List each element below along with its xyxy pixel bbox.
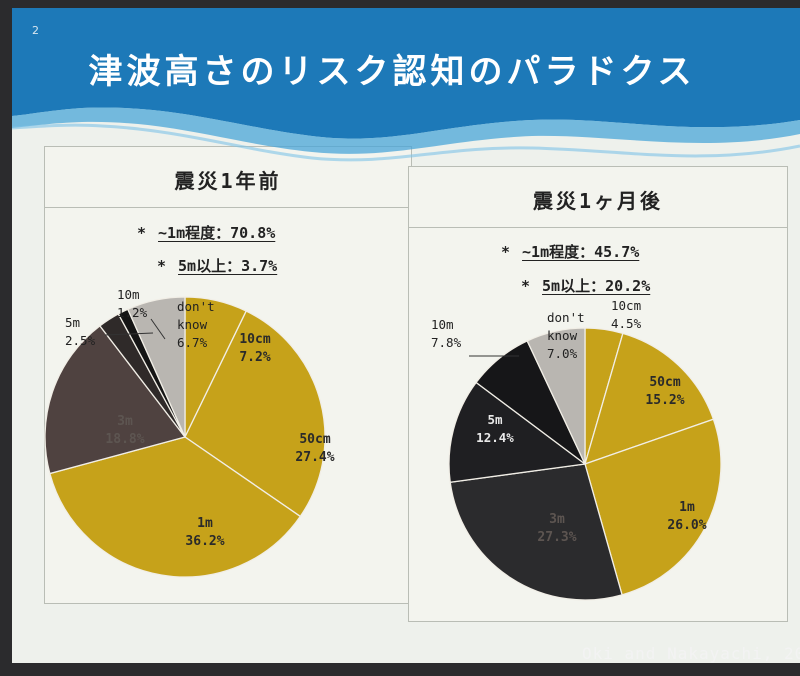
slice-category-label: know bbox=[547, 328, 578, 343]
slice-value-label: 27.3% bbox=[537, 530, 576, 545]
slice-value-label: 7.8% bbox=[431, 335, 462, 350]
bullet: * bbox=[501, 243, 511, 261]
stat-text: 5m以上：3.7% bbox=[178, 257, 278, 275]
stat-text: 5m以上：20.2% bbox=[542, 277, 651, 295]
slice-category-label: 5m bbox=[65, 315, 80, 330]
panel-header: 震災1ヶ月後 bbox=[409, 167, 787, 228]
leader-line bbox=[104, 332, 154, 336]
slice-category-label: 5m bbox=[487, 412, 503, 427]
slice-category-label: 10cm bbox=[611, 298, 641, 313]
slice-category-label: don't bbox=[177, 299, 215, 314]
stat-row: * ~1m程度：70.8% bbox=[137, 222, 275, 243]
slide: 2 津波高さのリスク認知のパラドクス 震災1年前 * ~1m程度：70.8% * 5… bbox=[12, 8, 800, 663]
pie-chart-before: 10cm 7.2% 50cm 27.4% 1m 36.2% 3m 18.8% 5m 2.5% 10m… bbox=[44, 287, 335, 578]
slice-category-label: 1m bbox=[679, 500, 695, 515]
slice-value-label: 12.4% bbox=[476, 430, 514, 445]
bullet: * bbox=[521, 277, 531, 295]
slice-category-label: 10m bbox=[117, 287, 140, 302]
slice-value-label: 15.2% bbox=[645, 393, 684, 408]
panel-title: 震災1ヶ月後 bbox=[532, 189, 664, 213]
pie-chart-after: 10cm 4.5% 50cm 15.2% 1m 26.0% 3m 27.3% 5m 12.4% 10… bbox=[431, 298, 722, 601]
stat-row: * ~1m程度：45.7% bbox=[501, 241, 639, 262]
bullet: * bbox=[157, 257, 167, 275]
panel-after-quake: 震災1ヶ月後 * ~1m程度：45.7% * 5m以上：20.2% 10cm 4.5%… bbox=[408, 166, 788, 622]
slice-category-label: 10m bbox=[431, 317, 454, 332]
stat-row: * 5m以上：3.7% bbox=[157, 255, 277, 276]
pie-slice-3m bbox=[44, 324, 187, 475]
slice-value-label: 4.5% bbox=[611, 316, 642, 331]
slide-title: 津波高さのリスク認知のパラドクス bbox=[88, 52, 696, 92]
title-banner bbox=[12, 8, 800, 162]
stat-text: ~1m程度：45.7% bbox=[522, 243, 640, 261]
pie-slice-don-t-know bbox=[126, 296, 186, 438]
slice-value-label: 7.0% bbox=[547, 346, 578, 361]
slice-category-label: 50cm bbox=[299, 432, 330, 447]
slice-category-label: 1m bbox=[197, 516, 213, 531]
pie-slice-don-t-know bbox=[526, 327, 586, 465]
citation: Oki and Nakayachi, 20 bbox=[582, 644, 800, 663]
pie-slice-1m bbox=[49, 436, 302, 578]
stat-text: ~1m程度：70.8% bbox=[158, 224, 276, 242]
slide-number: 2 bbox=[32, 24, 39, 37]
slice-category-label: know bbox=[177, 317, 208, 332]
slice-value-label: 6.7% bbox=[177, 335, 208, 350]
slice-value-label: 26.0% bbox=[667, 518, 706, 533]
slice-category-label: 3m bbox=[117, 414, 133, 429]
stat-row: * 5m以上：20.2% bbox=[521, 275, 650, 296]
panel-header: 震災1年前 bbox=[45, 147, 411, 208]
pie-slice-1m bbox=[584, 418, 722, 596]
panel-title: 震災1年前 bbox=[174, 169, 282, 193]
slice-value-label: 7.2% bbox=[239, 350, 270, 365]
slice-value-label: 18.8% bbox=[105, 432, 144, 447]
bullet: * bbox=[137, 224, 147, 242]
slice-category-label: 10cm bbox=[239, 332, 270, 347]
slice-category-label: don't bbox=[547, 310, 585, 325]
pie-slice-3m bbox=[449, 463, 623, 601]
slice-category-label: 50cm bbox=[649, 375, 680, 390]
leader-line bbox=[150, 318, 166, 340]
slice-value-label: 1.2% bbox=[117, 305, 148, 320]
slice-value-label: 36.2% bbox=[185, 534, 224, 549]
pie-slice-5m bbox=[448, 381, 587, 484]
slice-value-label: 2.5% bbox=[65, 333, 96, 348]
panel-before-quake: 震災1年前 * ~1m程度：70.8% * 5m以上：3.7% 10cm 7.2% 50… bbox=[44, 146, 412, 604]
slice-value-label: 27.4% bbox=[295, 450, 334, 465]
slice-category-label: 3m bbox=[549, 512, 565, 527]
pie-slice-50cm bbox=[584, 332, 715, 466]
pie-slice-50cm bbox=[184, 310, 326, 518]
